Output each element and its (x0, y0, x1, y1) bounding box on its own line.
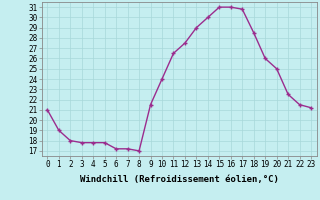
X-axis label: Windchill (Refroidissement éolien,°C): Windchill (Refroidissement éolien,°C) (80, 175, 279, 184)
